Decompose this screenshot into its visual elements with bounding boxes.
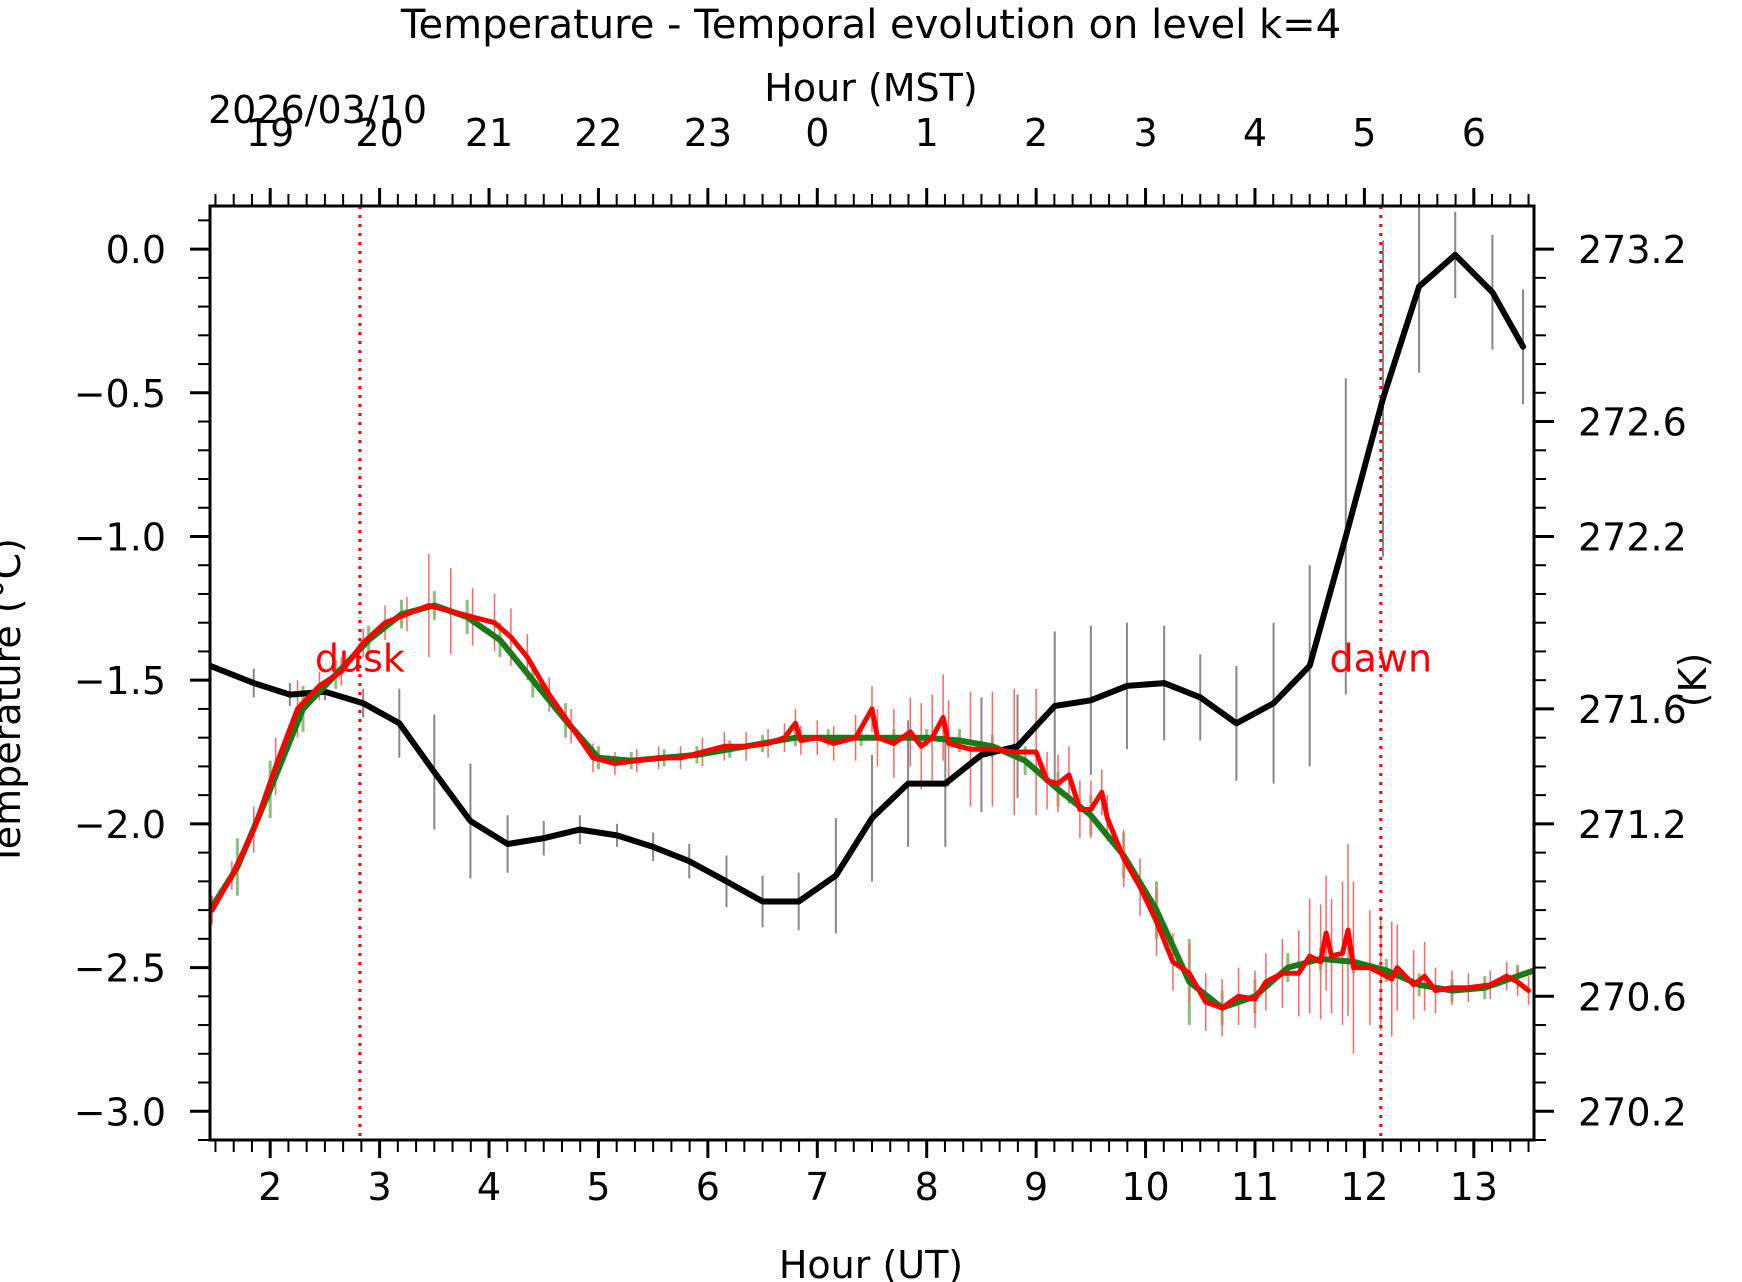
- x-axis-label: Hour (UT): [779, 1243, 963, 1282]
- x-tick-label: 7: [805, 1165, 829, 1209]
- top-tick-label: 4: [1243, 111, 1267, 155]
- right-tick-label: 272.2: [1578, 515, 1687, 559]
- x-tick-label: 8: [915, 1165, 939, 1209]
- black-series-line: [210, 251, 1527, 905]
- y-tick-label: −3.0: [74, 1090, 166, 1134]
- top-tick-label: 6: [1462, 111, 1486, 155]
- top-tick-label: 3: [1133, 111, 1157, 155]
- x-tick-label: 13: [1450, 1165, 1498, 1209]
- y-tick-label: 0.0: [106, 228, 166, 272]
- top-tick-label: 2: [1024, 111, 1048, 155]
- top-tick-label: 20: [355, 111, 403, 155]
- top-tick-label: 5: [1352, 111, 1376, 155]
- chart-title: Temperature - Temporal evolution on leve…: [400, 2, 1341, 48]
- y-tick-label: −1.5: [74, 659, 166, 703]
- y-tick-label: −2.0: [74, 803, 166, 847]
- errorbars-layer: [210, 206, 1534, 1054]
- top-tick-label: 0: [805, 111, 829, 155]
- x-tick-label: 11: [1231, 1165, 1279, 1209]
- y-tick-label: −2.5: [74, 947, 166, 991]
- y-tick-label: −1.0: [74, 515, 166, 559]
- y-axis-label: Temperature (°C): [0, 538, 29, 867]
- right-tick-label: 271.2: [1578, 803, 1687, 847]
- dusk-label: dusk: [315, 637, 405, 681]
- top-axis-label: Hour (MST): [764, 66, 977, 110]
- x-tick-label: 12: [1340, 1165, 1388, 1209]
- top-tick-label: 22: [574, 111, 622, 155]
- x-tick-label: 5: [586, 1165, 610, 1209]
- right-tick-label: 270.2: [1578, 1090, 1687, 1134]
- right-tick-label: 270.6: [1578, 975, 1687, 1019]
- right-tick-label: 271.6: [1578, 688, 1687, 732]
- top-tick-label: 1: [915, 111, 939, 155]
- right-axis-label: (K): [1671, 653, 1715, 708]
- y-tick-label: −0.5: [74, 372, 166, 416]
- right-tick-label: 273.2: [1578, 228, 1687, 272]
- right-tick-label: 272.6: [1578, 401, 1687, 445]
- series-layer: [210, 251, 1534, 1011]
- x-tick-label: 9: [1024, 1165, 1048, 1209]
- x-tick-label: 3: [368, 1165, 392, 1209]
- x-tick-label: 6: [696, 1165, 720, 1209]
- top-tick-label: 21: [465, 111, 513, 155]
- annotations-layer: dusk dawn: [315, 637, 1432, 681]
- vlines-layer: [358, 206, 1383, 1140]
- x-tick-label: 4: [477, 1165, 501, 1209]
- x-tick-label: 2: [258, 1165, 282, 1209]
- top-tick-label: 23: [684, 111, 732, 155]
- axes-layer: 2193204215226237081921031141251360.0−0.5…: [74, 111, 1687, 1209]
- x-tick-label: 10: [1121, 1165, 1169, 1209]
- dawn-label: dawn: [1330, 637, 1433, 681]
- red-series-line: [210, 603, 1531, 1011]
- date-label: 2026/03/10: [208, 88, 427, 132]
- top-tick-label: 19: [246, 111, 294, 155]
